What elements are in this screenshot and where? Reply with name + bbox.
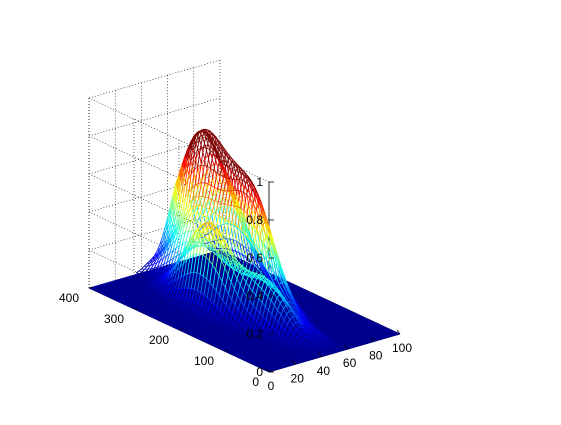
mesh-line xyxy=(221,224,224,225)
z-tick-label: 1 xyxy=(256,175,263,189)
mesh-line xyxy=(299,327,302,328)
mesh-surface xyxy=(89,129,400,372)
z-tick-label: 0.4 xyxy=(246,289,263,303)
mesh-line xyxy=(204,148,207,149)
x-tick-label: 20 xyxy=(291,371,305,385)
mesh-line xyxy=(141,266,144,269)
mesh-line xyxy=(136,273,139,274)
mesh-line xyxy=(221,190,224,191)
mesh-line xyxy=(186,231,189,242)
mesh-line xyxy=(200,254,203,255)
z-tick-label: 0.2 xyxy=(246,327,263,341)
y-tick-label: 300 xyxy=(104,312,124,326)
grid-line xyxy=(89,60,220,98)
mesh-line xyxy=(219,204,222,216)
mesh-line xyxy=(139,271,142,272)
mesh-line xyxy=(213,214,216,224)
mesh-line xyxy=(201,215,204,223)
mesh-line xyxy=(192,231,195,232)
y-tick-label: 200 xyxy=(149,333,169,347)
x-tick-label: 100 xyxy=(392,341,412,355)
z-tick-label: 0.6 xyxy=(246,251,263,265)
mesh-line xyxy=(194,221,197,222)
mesh-line xyxy=(229,223,232,240)
mesh-line xyxy=(203,206,206,207)
mesh-line xyxy=(188,221,191,231)
mesh-line xyxy=(197,222,200,224)
x-tick-label: 0 xyxy=(268,379,275,393)
x-tick-label: 60 xyxy=(343,356,357,370)
x-tick-label: 80 xyxy=(369,349,383,363)
y-tick-label: 0 xyxy=(252,375,259,389)
mesh-line xyxy=(200,206,203,207)
y-tick-label: 400 xyxy=(59,291,79,305)
mesh-line xyxy=(197,213,200,214)
mesh-line xyxy=(142,269,145,272)
z-tick-label: 0.8 xyxy=(246,213,263,227)
mesh-line xyxy=(136,271,139,273)
mesh-line xyxy=(139,269,142,271)
x-tick-label: 40 xyxy=(317,364,331,378)
y-tick-label: 100 xyxy=(194,354,214,368)
mesh-line xyxy=(199,183,202,197)
